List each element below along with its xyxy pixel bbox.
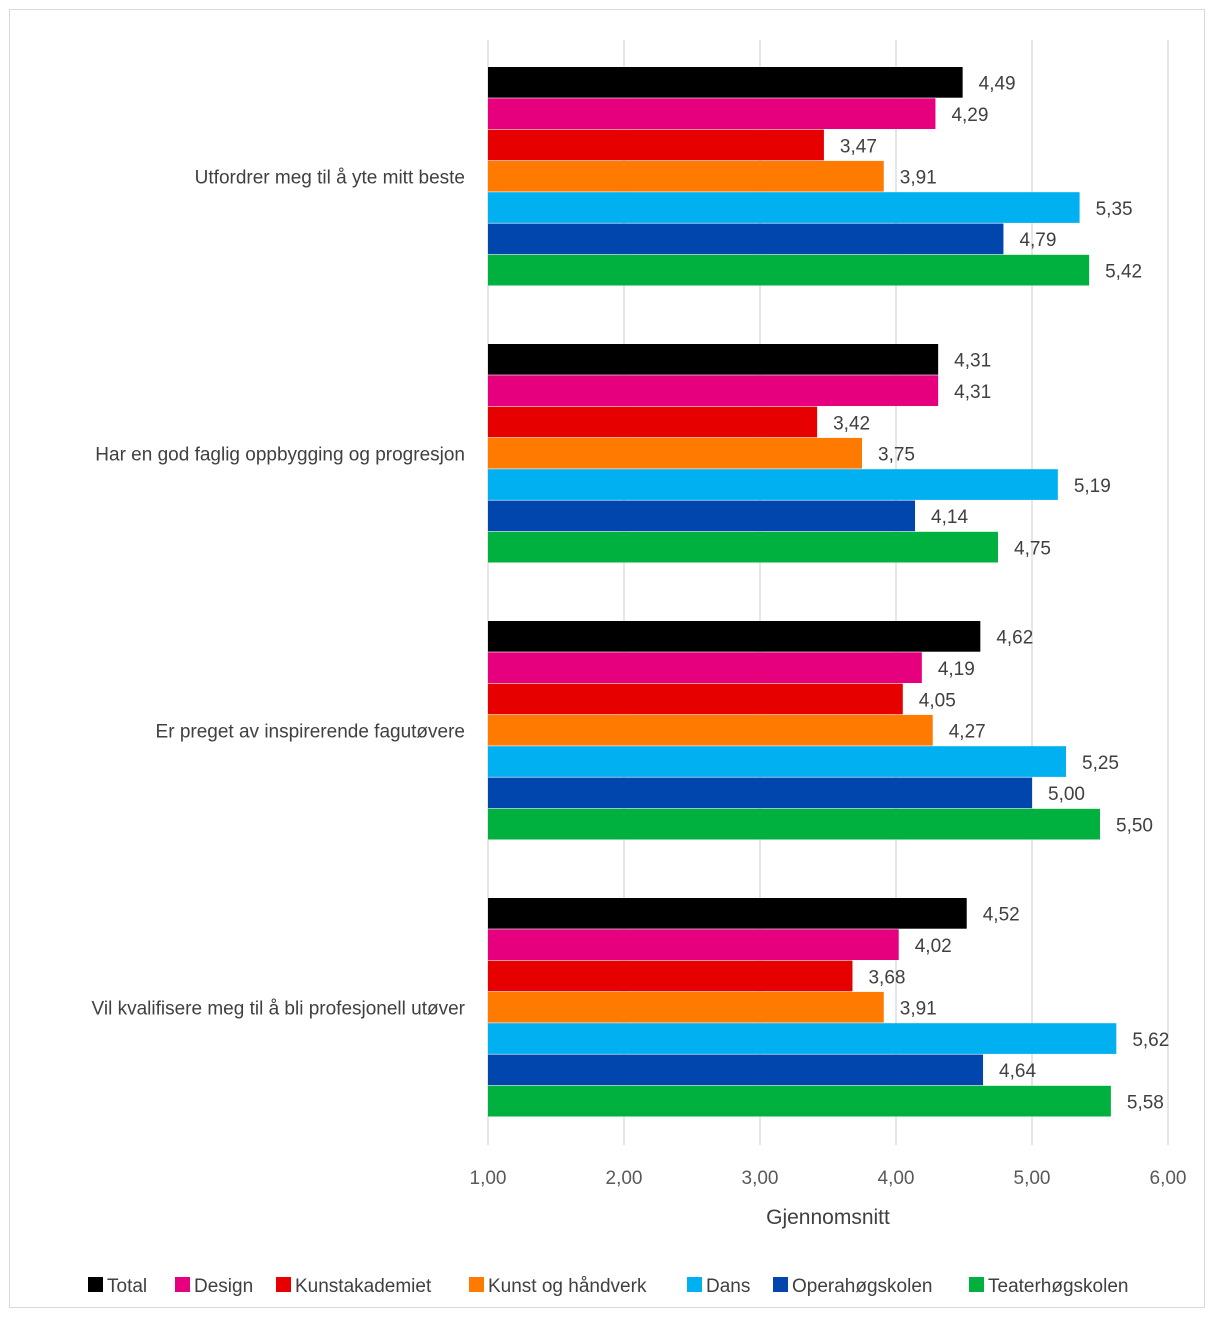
bar [488, 344, 939, 375]
legend-item: Dans [687, 1276, 750, 1297]
bar [488, 469, 1058, 500]
data-label: 3,42 [833, 413, 870, 434]
data-label: 3,68 [868, 967, 905, 988]
bar [488, 437, 862, 469]
data-label: 4,49 [979, 74, 1016, 95]
bar [488, 67, 963, 98]
category-label: Er preget av inspirerende fagutøvere [156, 722, 465, 743]
legend-label: Total [107, 1276, 147, 1297]
data-label: 3,47 [840, 136, 877, 157]
x-tick-label: 6,00 [1150, 1168, 1187, 1189]
data-label: 3,91 [900, 999, 937, 1020]
bar [488, 808, 1100, 840]
x-tick-label: 4,00 [878, 1168, 915, 1189]
bar [488, 223, 1004, 255]
legend-item: Total [88, 1276, 147, 1297]
data-label: 4,02 [915, 936, 952, 957]
data-label: 4,31 [954, 351, 991, 372]
data-labels: 4,49 4,29 3,47 3,91 5,35 4,79 5,42 4,31 4,31 3,42… [833, 74, 1169, 1114]
x-tick-labels: 1,00 2,00 3,00 4,00 5,00 6,00 [470, 1168, 1187, 1189]
bar [488, 500, 916, 532]
data-label: 4,19 [938, 659, 975, 680]
data-label: 4,31 [954, 382, 991, 403]
bar [488, 98, 936, 129]
x-tick-label: 5,00 [1014, 1168, 1051, 1189]
data-label: 5,19 [1074, 476, 1111, 497]
data-label: 5,00 [1048, 784, 1085, 805]
bar [488, 531, 998, 563]
legend-item: Teaterhøgskolen [969, 1276, 1128, 1297]
bar [488, 621, 981, 652]
x-tick-label: 3,00 [742, 1168, 779, 1189]
data-label: 4,75 [1014, 538, 1051, 559]
category-label: Har en god faglig oppbygging og progresj… [95, 445, 465, 466]
data-label: 4,52 [983, 905, 1020, 926]
legend-swatch [175, 1277, 190, 1292]
x-axis-title: Gjennomsnitt [766, 1206, 890, 1229]
bar [488, 652, 922, 683]
legend-swatch [88, 1277, 103, 1292]
bar [488, 929, 899, 960]
legend-swatch [773, 1277, 788, 1292]
bar [488, 375, 939, 406]
legend-label: Teaterhøgskolen [988, 1276, 1128, 1297]
bar [488, 777, 1032, 809]
category-label: Vil kvalifisere meg til å bli profesjone… [92, 999, 466, 1020]
legend-swatch [687, 1277, 702, 1292]
data-label: 4,14 [931, 507, 968, 528]
data-label: 4,05 [919, 690, 956, 711]
bar [488, 254, 1090, 286]
data-label: 4,62 [996, 628, 1033, 649]
data-label: 4,64 [999, 1061, 1036, 1082]
legend-swatch [469, 1277, 484, 1292]
data-label: 5,25 [1082, 753, 1119, 774]
data-label: 5,50 [1116, 815, 1153, 836]
bar [488, 746, 1066, 777]
legend-label: Dans [706, 1276, 750, 1297]
bar [488, 991, 884, 1023]
bar [488, 960, 853, 992]
data-label: 3,91 [900, 168, 937, 189]
legend-item: Kunstakademiet [276, 1276, 432, 1297]
bar [488, 898, 967, 929]
legend-item: Design [175, 1276, 253, 1297]
bar [488, 1085, 1111, 1117]
legend-label: Kunst og håndverk [488, 1276, 647, 1297]
data-label: 3,75 [878, 445, 915, 466]
bar [488, 1023, 1117, 1054]
category-label: Utfordrer meg til å yte mitt beste [195, 168, 465, 189]
data-label: 4,27 [949, 722, 986, 743]
bar [488, 406, 818, 438]
legend-item: Operahøgskolen [773, 1276, 932, 1297]
bar [488, 683, 903, 715]
legend-item: Kunst og håndverk [469, 1276, 647, 1297]
x-tick-label: 2,00 [606, 1168, 643, 1189]
legend-swatch [969, 1277, 984, 1292]
bar [488, 129, 824, 161]
category-labels: Utfordrer meg til å yte mitt beste Har en… [92, 168, 466, 1020]
bar [488, 192, 1080, 223]
data-label: 5,42 [1105, 261, 1142, 282]
data-label: 5,35 [1096, 199, 1133, 220]
bar [488, 160, 884, 192]
data-label: 4,79 [1019, 230, 1056, 251]
legend-label: Operahøgskolen [792, 1276, 932, 1297]
data-label: 5,62 [1132, 1030, 1169, 1051]
x-tick-label: 1,00 [470, 1168, 507, 1189]
data-label: 5,58 [1127, 1092, 1164, 1113]
data-label: 4,29 [951, 105, 988, 126]
legend-swatch [276, 1277, 291, 1292]
bars [488, 67, 1117, 1117]
bar [488, 714, 933, 746]
legend-label: Design [194, 1276, 253, 1297]
bar [488, 1054, 984, 1086]
legend: Total Design Kunstakademiet Kunst og håndve… [88, 1276, 1128, 1297]
legend-label: Kunstakademiet [295, 1276, 432, 1297]
